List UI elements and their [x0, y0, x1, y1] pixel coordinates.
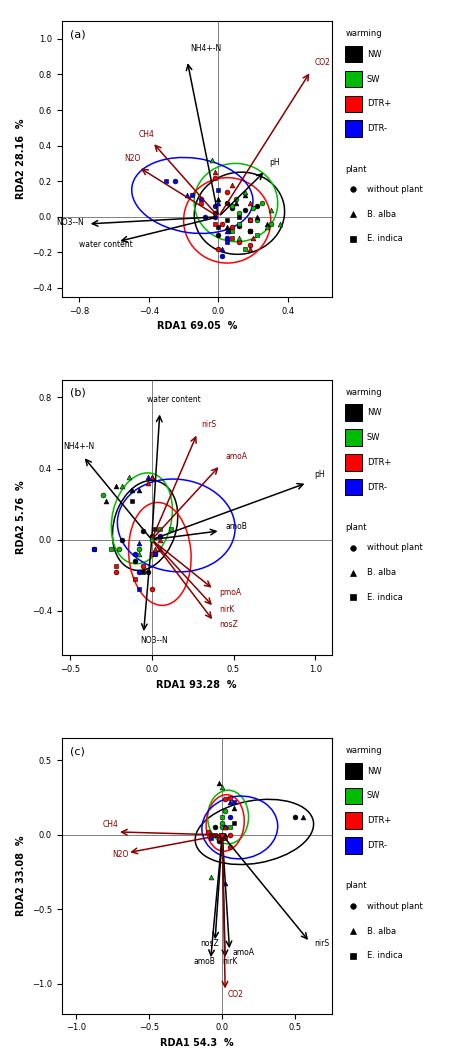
Text: DTR+: DTR+	[367, 816, 391, 825]
Bar	[345, 478, 362, 495]
Text: NO3--N: NO3--N	[56, 219, 84, 227]
Text: CH4: CH4	[138, 130, 154, 138]
Text: nosZ: nosZ	[201, 939, 219, 948]
Text: CO2: CO2	[314, 58, 330, 68]
Text: plant: plant	[345, 523, 367, 532]
Text: pH: pH	[269, 158, 280, 167]
Text: E. indica: E. indica	[367, 951, 403, 960]
Text: NW: NW	[367, 409, 382, 417]
Text: nirS: nirS	[314, 939, 329, 948]
Text: nirK: nirK	[222, 957, 237, 966]
Text: water content: water content	[79, 240, 133, 249]
Bar	[345, 454, 362, 471]
Text: pmoA: pmoA	[219, 587, 241, 597]
Text: (a): (a)	[70, 30, 85, 39]
Y-axis label: RDA2 28.16  %: RDA2 28.16 %	[16, 118, 26, 200]
Text: amoA: amoA	[232, 948, 255, 957]
Bar	[345, 71, 362, 88]
X-axis label: RDA1 69.05  %: RDA1 69.05 %	[156, 321, 237, 332]
Text: nirS: nirS	[201, 420, 216, 430]
Y-axis label: RDA2 33.08  %: RDA2 33.08 %	[16, 835, 26, 917]
Text: (b): (b)	[70, 388, 85, 398]
Text: water content: water content	[147, 396, 201, 404]
Text: DTR-: DTR-	[367, 125, 387, 133]
Text: SW: SW	[367, 791, 381, 800]
Bar	[345, 762, 362, 779]
Text: NW: NW	[367, 50, 382, 59]
Bar	[345, 404, 362, 421]
Text: CH4: CH4	[102, 819, 118, 829]
Text: DTR-: DTR-	[367, 841, 387, 850]
X-axis label: RDA1 54.3  %: RDA1 54.3 %	[160, 1038, 234, 1048]
Text: DTR+: DTR+	[367, 99, 391, 109]
Text: NW: NW	[367, 767, 382, 775]
Text: warming: warming	[345, 747, 382, 755]
Text: warming: warming	[345, 30, 382, 38]
Bar	[345, 46, 362, 62]
Text: B. alba: B. alba	[367, 568, 396, 577]
Text: DTR+: DTR+	[367, 458, 391, 467]
Text: E. indica: E. indica	[367, 234, 403, 244]
Text: B. alba: B. alba	[367, 926, 396, 936]
Text: without plant: without plant	[367, 185, 423, 194]
Text: NH4+-N: NH4+-N	[63, 441, 94, 451]
Text: N2O: N2O	[124, 154, 141, 164]
Text: NO3--N: NO3--N	[140, 636, 168, 644]
Text: DTR-: DTR-	[367, 483, 387, 492]
Bar	[345, 429, 362, 446]
Text: amoB: amoB	[193, 957, 215, 966]
Text: amoB: amoB	[225, 522, 247, 531]
Text: plant: plant	[345, 165, 367, 173]
Text: nosZ: nosZ	[219, 620, 237, 628]
Text: plant: plant	[345, 882, 367, 890]
Y-axis label: RDA2 5.76  %: RDA2 5.76 %	[16, 480, 26, 554]
Bar	[345, 120, 362, 137]
X-axis label: RDA1 93.28  %: RDA1 93.28 %	[156, 680, 237, 690]
Text: NH4+-N: NH4+-N	[191, 44, 222, 53]
Bar	[345, 96, 362, 112]
Bar	[345, 788, 362, 805]
Text: N2O: N2O	[113, 850, 129, 859]
Text: E. indica: E. indica	[367, 592, 403, 602]
Text: SW: SW	[367, 433, 381, 442]
Text: amoA: amoA	[225, 452, 247, 461]
Text: CO2: CO2	[228, 989, 244, 999]
Text: (c): (c)	[70, 747, 84, 756]
Text: without plant: without plant	[367, 902, 423, 910]
Text: nirK: nirK	[219, 605, 234, 615]
Text: warming: warming	[345, 388, 382, 397]
Bar	[345, 812, 362, 829]
Text: B. alba: B. alba	[367, 210, 396, 219]
Text: without plant: without plant	[367, 543, 423, 552]
Bar	[345, 837, 362, 854]
Text: SW: SW	[367, 75, 381, 83]
Text: pH: pH	[314, 470, 324, 479]
